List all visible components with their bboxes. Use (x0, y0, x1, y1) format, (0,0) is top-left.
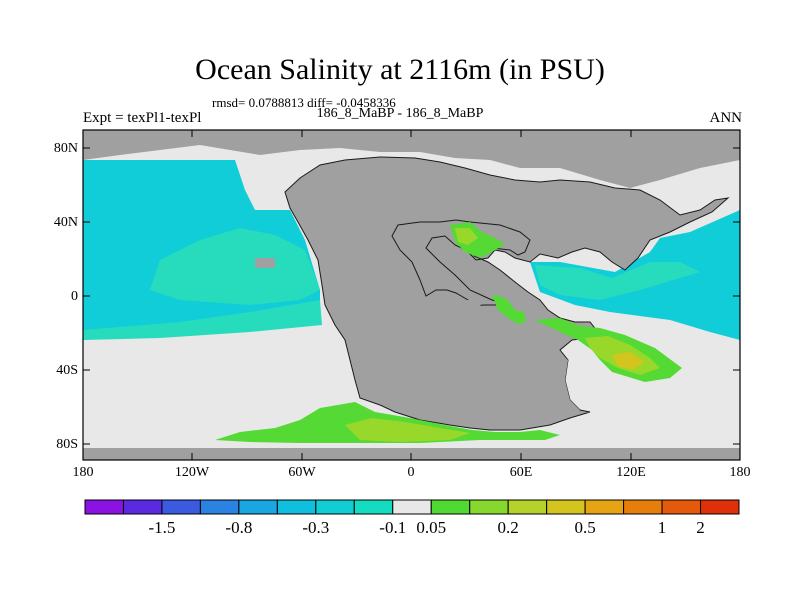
lon-label-60e: 60E (509, 465, 533, 480)
stats-line: rmsd= 0.0788813 diff= -0.0458336 (212, 95, 396, 110)
lon-label-0: 0 (407, 465, 415, 480)
season-label: ANN (709, 110, 743, 126)
land-north-patch (255, 258, 275, 268)
colorbar-swatch (353, 499, 394, 515)
map-frame (82, 129, 741, 461)
colorbar-label: 0.5 (574, 518, 596, 537)
colorbar-label: 0.05 (416, 518, 447, 537)
colorbar-swatch (238, 499, 278, 515)
land-arctic-margin (83, 130, 740, 188)
land-africa-east (372, 300, 580, 425)
lat-label-80s: 80S (56, 437, 78, 452)
colorbar (84, 499, 740, 515)
lon-label-120w: 120W (174, 465, 210, 480)
fresh-anomaly-teal-west (83, 300, 322, 340)
experiment-label: Expt = texPl1-texPl (83, 110, 202, 126)
salty-anomaly-tethys-core (455, 228, 478, 245)
salty-anomaly-southeast-peak (612, 352, 645, 370)
colorbar-label: -0.1 (379, 518, 407, 537)
colorbar-swatch (276, 499, 317, 515)
colorbar-swatch (199, 499, 240, 515)
colorbar-swatch (392, 499, 432, 515)
colorbar-swatch (84, 499, 124, 515)
colorbar-label: 0.2 (497, 518, 519, 537)
lon-label-180e: 180 (729, 465, 751, 480)
colorbar-label: -1.5 (148, 518, 176, 537)
lon-label-120e: 120E (616, 465, 646, 480)
lat-label-80n: 80N (53, 141, 78, 156)
lon-label-180w: 180 (72, 465, 94, 480)
colorbar-swatch (315, 499, 355, 515)
colorbar-swatch (661, 499, 702, 515)
colorbar-swatch (161, 499, 201, 515)
colorbar-swatch (546, 499, 586, 515)
fresh-anomaly-teal-east (535, 262, 700, 300)
colorbar-swatch (469, 499, 509, 515)
salty-anomaly-south-core (345, 418, 470, 442)
colorbar-label: -0.3 (302, 518, 330, 537)
colorbar-label: 1 (657, 518, 667, 537)
colorbar-swatch (623, 499, 663, 515)
lon-label-60w: 60W (288, 465, 316, 480)
colorbar-swatch (430, 499, 471, 515)
colorbar-swatch (700, 499, 740, 515)
colorbar-label: 2 (696, 518, 705, 537)
lat-label-40n: 40N (53, 215, 78, 230)
lat-label-40s: 40S (56, 363, 78, 378)
map-title: Ocean Salinity at 2116m (in PSU) (195, 53, 605, 86)
lat-label-eq: 0 (71, 289, 78, 304)
colorbar-swatch (507, 499, 548, 515)
colorbar-label: -0.8 (225, 518, 253, 537)
fresh-anomaly-teal-central (150, 228, 320, 305)
salty-anomaly-central-east (492, 295, 526, 324)
colorbar-swatch (122, 499, 163, 515)
comparison-line: 186_8_MaBP - 186_8_MaBP (316, 106, 484, 121)
colorbar-swatch (584, 499, 625, 515)
